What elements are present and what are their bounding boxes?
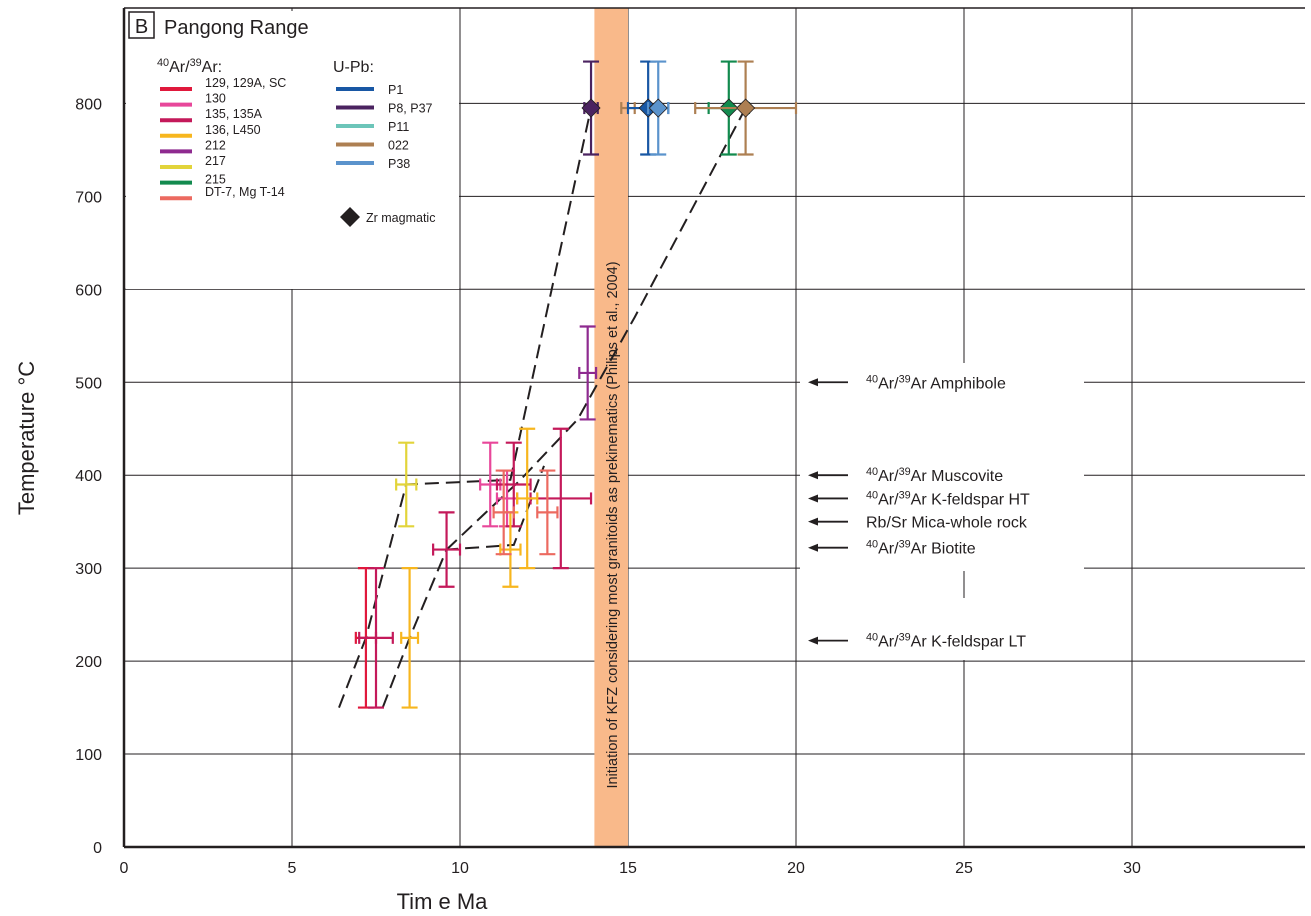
x-tick-label: 20 xyxy=(787,860,805,877)
x-tick-label: 15 xyxy=(619,860,637,877)
legend-entry-label: DT-7, Mg T-14 xyxy=(205,185,285,199)
legend-entry-label: P11 xyxy=(388,120,409,134)
zr-magmatic-marker xyxy=(736,98,756,118)
annotation-label: 40Ar/39Ar Amphibole xyxy=(866,373,1006,392)
legend: B Pangong Range 40Ar/39Ar:129, 129A, SC 130… xyxy=(128,11,435,227)
x-axis-label: Tim e Ma xyxy=(397,889,489,914)
kfz-band-rect xyxy=(594,8,628,847)
data-point xyxy=(479,441,502,528)
kfz-band xyxy=(594,8,628,847)
legend-entry-label: 215 xyxy=(205,173,226,187)
legend-entry-label: 212 xyxy=(205,138,226,152)
data-point xyxy=(358,567,394,709)
data-point xyxy=(578,325,598,421)
chart-title: Pangong Range xyxy=(164,17,309,39)
zr-magmatic-marker xyxy=(581,98,601,118)
annotation-label: 40Ar/39Ar Muscovite xyxy=(866,466,1003,485)
y-tick-label: 700 xyxy=(75,189,102,206)
annotation-arrowhead xyxy=(808,378,818,387)
x-tick-label: 30 xyxy=(1123,860,1141,877)
annotation-label: 40Ar/39Ar K-feldspar HT xyxy=(866,489,1030,508)
data-point xyxy=(647,60,670,156)
x-tick-label: 25 xyxy=(955,860,973,877)
annotation-label: Rb/Sr Mica-whole rock xyxy=(866,515,1028,532)
zr-magmatic-marker xyxy=(648,98,668,118)
data-point xyxy=(492,469,515,556)
annotation-arrowhead xyxy=(808,543,818,552)
x-tick-label: 0 xyxy=(120,860,129,877)
y-tick-label: 0 xyxy=(93,840,102,857)
data-point xyxy=(529,427,593,570)
legend-zr-label: Zr magmatic xyxy=(366,211,435,225)
annotation-label: 40Ar/39Ar K-feldspar LT xyxy=(866,632,1026,651)
panel-label: B xyxy=(135,16,148,38)
y-tick-label: 500 xyxy=(75,375,102,392)
legend-entry-label: P8, P37 xyxy=(388,102,433,116)
legend-entry-label: 130 xyxy=(205,92,226,106)
kfz-band-label: Initiation of KFZ considering most grani… xyxy=(605,261,621,788)
data-point xyxy=(694,60,798,156)
legend-entry-label: P38 xyxy=(388,157,410,171)
legend-entry-label: 129, 129A, SC xyxy=(205,76,286,90)
annotation-label: 40Ar/39Ar Biotite xyxy=(866,539,976,558)
data-point xyxy=(516,427,539,570)
data-point xyxy=(581,60,601,156)
y-tick-label: 600 xyxy=(75,282,102,299)
legend-entry-label: 135, 135A xyxy=(205,107,263,121)
y-tick-label: 400 xyxy=(75,468,102,485)
data-point xyxy=(400,567,420,709)
y-axis-label: Temperature °C xyxy=(14,361,39,515)
legend-entry-label: 217 xyxy=(205,154,226,168)
data-points xyxy=(354,60,798,709)
legend-header-upb: U-Pb: xyxy=(333,59,374,76)
legend-header-arar: 40Ar/39Ar: xyxy=(157,57,222,76)
data-point xyxy=(432,511,462,588)
y-tick-label: 800 xyxy=(75,96,102,113)
annotation-arrowhead xyxy=(808,471,818,480)
zr-magmatic-legend-marker xyxy=(340,207,360,227)
x-tick-label: 5 xyxy=(288,860,297,877)
y-tick-label: 300 xyxy=(75,561,102,578)
panel-label-box xyxy=(128,11,155,39)
legend-entry-label: 022 xyxy=(388,139,409,153)
annotation-arrowhead xyxy=(808,517,818,526)
annotation-arrowhead xyxy=(808,494,818,503)
y-tick-label: 200 xyxy=(75,654,102,671)
x-tick-label: 10 xyxy=(451,860,469,877)
annotation-background xyxy=(800,363,1084,571)
annotation-arrowhead xyxy=(808,636,818,645)
legend-entry-label: 136, L450 xyxy=(205,123,261,137)
legend-entry-label: P1 xyxy=(388,83,403,97)
labels: 0 5 10 15 20 25 300100200300400500600700800Tim… xyxy=(14,96,1141,914)
data-point xyxy=(536,469,559,556)
data-point xyxy=(395,441,418,528)
axes xyxy=(122,7,1305,849)
y-tick-label: 100 xyxy=(75,747,102,764)
annotation-background xyxy=(800,598,1084,660)
